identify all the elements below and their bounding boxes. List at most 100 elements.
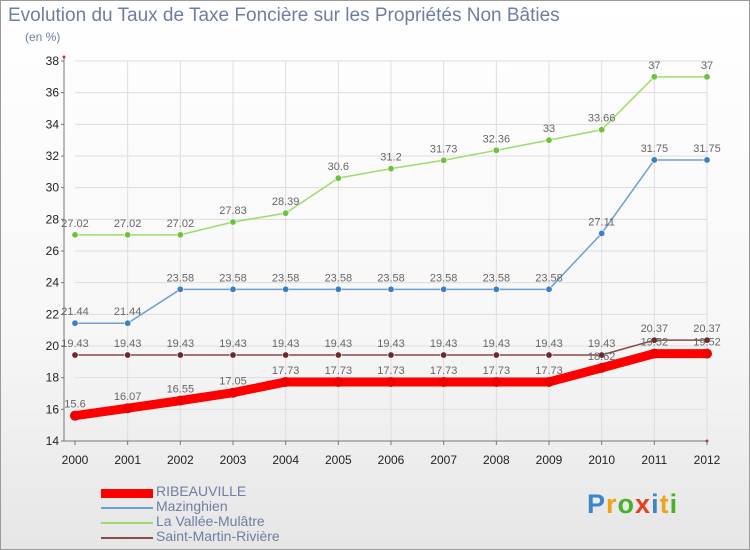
y-tick-label: 34 xyxy=(46,117,60,131)
data-point xyxy=(703,156,711,164)
data-label: 19.52 xyxy=(641,337,669,349)
data-label: 28.39 xyxy=(272,196,300,208)
legend-label: RIBEAUVILLE xyxy=(156,483,247,499)
chart-title: Evolution du Taux de Taxe Foncière sur l… xyxy=(8,5,560,26)
data-label: 31.73 xyxy=(430,143,458,155)
y-tick-label: 24 xyxy=(46,276,60,290)
data-label: 27.02 xyxy=(114,218,142,230)
data-label: 19.43 xyxy=(114,338,142,350)
legend-label: Saint-Martin-Rivière xyxy=(156,528,280,544)
data-label: 37 xyxy=(648,60,660,72)
data-label: 17.73 xyxy=(430,365,458,377)
chart-subtitle: (en %) xyxy=(25,30,61,44)
data-label: 23.58 xyxy=(325,272,353,284)
data-point xyxy=(229,351,237,359)
data-point xyxy=(440,351,448,359)
x-tick-label: 2004 xyxy=(272,453,299,467)
data-label: 27.02 xyxy=(167,218,195,230)
data-point xyxy=(71,231,79,239)
data-label: 16.55 xyxy=(167,384,195,396)
data-point xyxy=(334,174,342,182)
x-tick-label: 2006 xyxy=(378,453,405,467)
data-point xyxy=(176,231,184,239)
data-label: 23.58 xyxy=(377,272,405,284)
data-point xyxy=(282,351,290,359)
data-label: 27.11 xyxy=(588,216,615,228)
data-point xyxy=(596,362,607,373)
data-label: 23.58 xyxy=(167,272,195,284)
data-point xyxy=(282,285,290,293)
data-label: 33.66 xyxy=(588,113,616,125)
data-label: 17.73 xyxy=(535,365,563,377)
data-point xyxy=(228,387,238,398)
data-point xyxy=(492,146,500,154)
x-tick-label: 2010 xyxy=(588,453,615,467)
data-label: 17.73 xyxy=(272,365,300,377)
data-point xyxy=(492,285,500,293)
data-label: 21.44 xyxy=(61,306,89,318)
y-tick-label: 26 xyxy=(46,244,60,258)
data-point xyxy=(650,336,658,344)
data-label: 19.43 xyxy=(588,338,616,350)
data-point xyxy=(386,376,396,387)
data-label: 19.43 xyxy=(167,338,195,350)
data-label: 31.75 xyxy=(693,143,721,155)
data-point xyxy=(598,126,606,134)
data-point xyxy=(649,348,660,359)
data-label: 17.05 xyxy=(219,376,247,388)
proxiti-logo: Proxiti xyxy=(587,489,679,519)
data-label: 23.58 xyxy=(535,272,563,284)
data-point xyxy=(175,395,186,406)
data-point xyxy=(229,218,237,226)
y-tick-label: 22 xyxy=(46,307,60,321)
y-tick-label: 32 xyxy=(46,149,60,163)
x-tick-label: 2007 xyxy=(430,453,457,467)
data-label: 23.58 xyxy=(483,272,511,284)
data-point xyxy=(122,403,133,414)
data-label: 27.83 xyxy=(219,205,247,217)
data-label: 17.73 xyxy=(377,365,405,377)
data-label: 16.07 xyxy=(114,391,142,403)
data-point xyxy=(176,285,184,293)
data-point xyxy=(544,376,554,387)
legend-swatch xyxy=(101,537,153,539)
data-point xyxy=(598,229,606,237)
data-label: 20.37 xyxy=(693,323,721,335)
data-point xyxy=(334,351,342,359)
data-point xyxy=(124,231,132,239)
data-point xyxy=(124,319,132,327)
data-point xyxy=(492,351,500,359)
y-tick-label: 20 xyxy=(46,339,60,353)
data-label: 19.43 xyxy=(219,338,247,350)
data-point xyxy=(124,351,132,359)
data-point xyxy=(280,376,291,387)
data-point xyxy=(71,351,79,359)
y-tick-label: 18 xyxy=(46,371,60,385)
data-point xyxy=(703,336,711,344)
data-point xyxy=(440,285,448,293)
y-tick-label: 36 xyxy=(46,86,60,100)
legend-swatch xyxy=(101,488,153,498)
x-tick-label: 2011 xyxy=(641,453,667,467)
x-tick-label: 2003 xyxy=(220,453,247,467)
data-point xyxy=(70,410,80,421)
data-point xyxy=(71,319,79,327)
data-point xyxy=(334,285,342,293)
data-label: 23.58 xyxy=(272,272,300,284)
data-label: 20.37 xyxy=(641,323,669,335)
y-tick-label: 30 xyxy=(46,181,60,195)
data-point xyxy=(598,351,606,359)
data-label: 23.58 xyxy=(430,272,458,284)
data-label: 23.58 xyxy=(219,272,247,284)
data-point xyxy=(387,351,395,359)
x-tick-label: 2009 xyxy=(536,453,563,467)
data-label: 15.6 xyxy=(64,399,85,411)
y-tick-label: 38 xyxy=(46,54,60,68)
data-point xyxy=(176,351,184,359)
data-point xyxy=(650,73,658,81)
data-label: 32.36 xyxy=(483,133,511,145)
data-label: 17.73 xyxy=(325,365,353,377)
legend-swatch xyxy=(101,507,153,509)
